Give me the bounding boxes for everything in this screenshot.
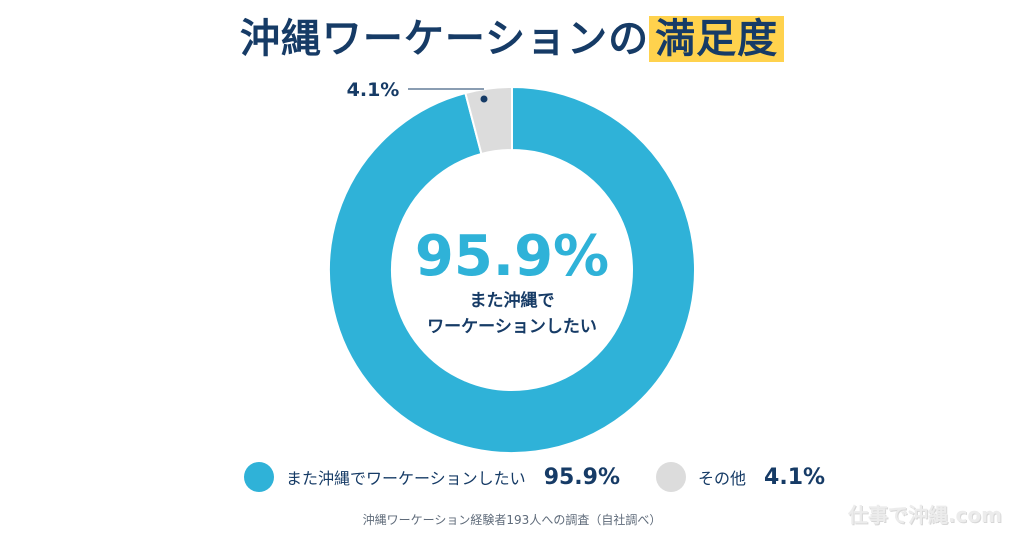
legend-label-1: その他: [698, 469, 747, 488]
legend-swatch-1: [656, 462, 687, 492]
center-value-label: 95.9%: [415, 224, 609, 289]
small-slice-value-label: 4.1%: [347, 79, 400, 101]
legend-value-1: 4.1%: [764, 464, 826, 490]
center-caption-line1: また沖縄で: [470, 290, 555, 311]
legend: また沖縄でワーケーションしたい 95.9% その他 4.1%: [244, 462, 861, 492]
center-caption-line2: ワーケーションしたい: [427, 317, 597, 337]
donut-slice-1: [464, 85, 513, 156]
brand-watermark: 仕事で沖縄.com: [847, 503, 1002, 527]
title-main: 沖縄ワーケーションの: [239, 16, 650, 62]
donut-slice-0: [328, 85, 696, 454]
legend-swatch-0: [244, 462, 274, 492]
legend-value-0: 95.9%: [543, 464, 621, 490]
title-highlight: 満足度: [649, 16, 785, 62]
page-title: 沖縄ワーケーションの 満足度: [0, 6, 1024, 64]
legend-label-0: また沖縄でワーケーションしたい: [286, 469, 526, 488]
small-slice-leader-dot: [480, 95, 488, 103]
source-note: 沖縄ワーケーション経験者193人への調査（自社調べ）: [362, 513, 662, 527]
